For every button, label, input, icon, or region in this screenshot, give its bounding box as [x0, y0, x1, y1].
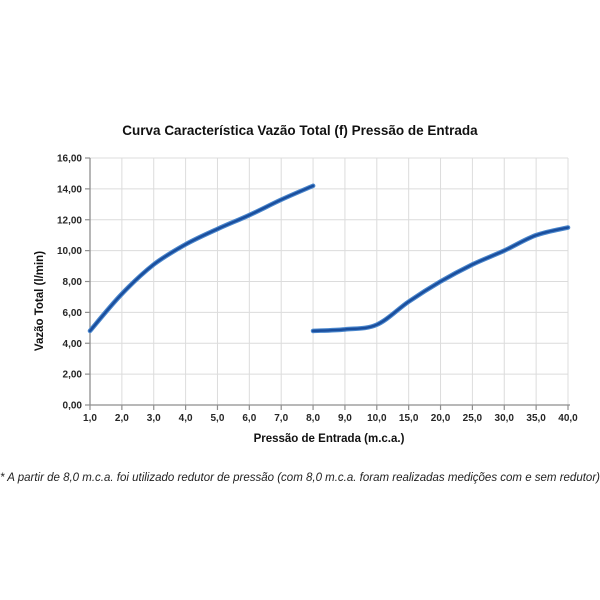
series-line-1	[88, 184, 315, 333]
x-axis-title: Pressão de Entrada (m.c.a.)	[253, 433, 405, 445]
x-axis-tick-label: 10,0	[367, 413, 387, 424]
x-axis-tick-label: 35,0	[526, 413, 546, 424]
x-axis-tick-label: 6,0	[242, 413, 256, 424]
x-axis-tick-label: 40,0	[558, 413, 578, 424]
x-axis-tick-label: 5,0	[211, 413, 225, 424]
series-line-1-edge	[87, 183, 316, 334]
y-axis-title: Vazão Total (l/min)	[34, 250, 46, 352]
x-axis-tick-label: 25,0	[463, 413, 483, 424]
chart-footnote: * A partir de 8,0 m.c.a. foi utilizado r…	[0, 472, 600, 484]
y-axis-tick-label: 4,00	[63, 339, 83, 350]
x-axis-tick-label: 20,0	[431, 413, 451, 424]
x-axis-tick-label: 4,0	[179, 413, 193, 424]
chart-title: Curva Característica Vazão Total (f) Pre…	[122, 123, 478, 138]
y-axis-tick-label: 16,00	[57, 154, 82, 165]
x-axis-tick-label: 15,0	[399, 413, 419, 424]
y-axis-tick-label: 2,00	[63, 370, 83, 381]
x-axis-tick-label: 30,0	[495, 413, 515, 424]
y-axis-tick-label: 6,00	[63, 308, 83, 319]
x-axis-tick-label: 8,0	[306, 413, 320, 424]
x-axis-tick-label: 9,0	[338, 413, 352, 424]
x-axis-tick-label: 7,0	[274, 413, 288, 424]
x-axis-tick-label: 3,0	[147, 413, 161, 424]
y-axis-tick-label: 8,00	[63, 277, 83, 288]
y-axis-tick-label: 14,00	[57, 184, 82, 195]
series-line-2	[311, 226, 570, 333]
x-axis-tick-label: 1,0	[83, 413, 97, 424]
x-axis-tick-label: 2,0	[115, 413, 129, 424]
y-axis-tick-label: 10,00	[57, 246, 82, 257]
y-axis-tick-label: 12,00	[57, 215, 82, 226]
y-axis-tick-label: 0,00	[63, 401, 83, 412]
